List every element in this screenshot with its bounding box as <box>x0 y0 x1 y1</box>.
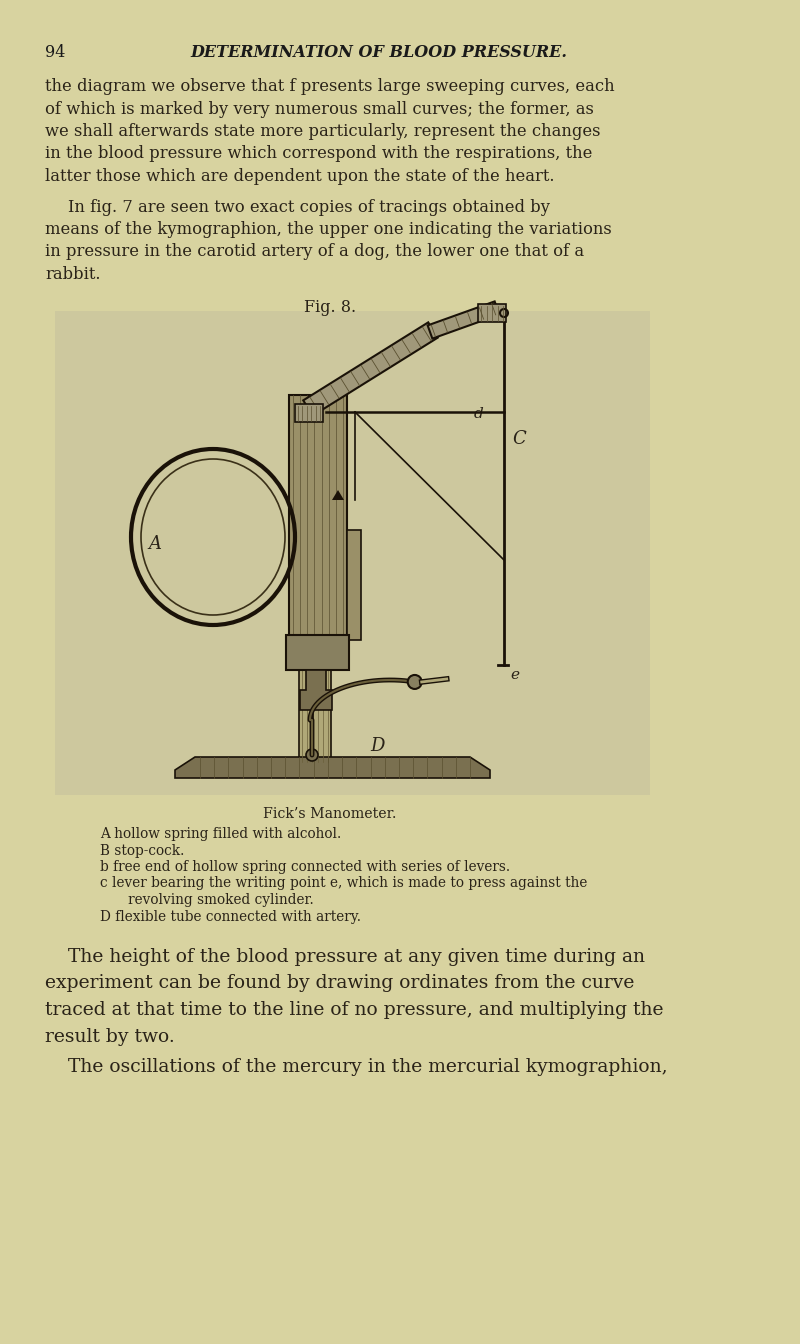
Text: in the blood pressure which correspond with the respirations, the: in the blood pressure which correspond w… <box>45 145 592 163</box>
Polygon shape <box>303 323 438 415</box>
Text: latter those which are dependent upon the state of the heart.: latter those which are dependent upon th… <box>45 168 554 185</box>
Text: D flexible tube connected with artery.: D flexible tube connected with artery. <box>100 910 361 923</box>
Text: means of the kymographion, the upper one indicating the variations: means of the kymographion, the upper one… <box>45 220 612 238</box>
Text: we shall afterwards state more particularly, represent the changes: we shall afterwards state more particula… <box>45 124 601 140</box>
Bar <box>295 405 323 422</box>
Polygon shape <box>332 491 344 500</box>
Text: e: e <box>510 668 519 681</box>
Text: rabbit.: rabbit. <box>45 266 101 284</box>
Text: b free end of hollow spring connected with series of levers.: b free end of hollow spring connected wi… <box>100 860 510 874</box>
Text: traced at that time to the line of no pressure, and multiplying the: traced at that time to the line of no pr… <box>45 1001 663 1019</box>
Circle shape <box>408 675 422 689</box>
Text: c lever bearing the writing point e, which is made to press against the: c lever bearing the writing point e, whi… <box>100 876 587 891</box>
Text: D: D <box>370 737 384 755</box>
Text: DETERMINATION OF BLOOD PRESSURE.: DETERMINATION OF BLOOD PRESSURE. <box>190 44 567 60</box>
Text: 94: 94 <box>45 44 66 60</box>
Text: revolving smoked cylinder.: revolving smoked cylinder. <box>115 892 314 907</box>
Text: the diagram we observe that f presents large sweeping curves, each: the diagram we observe that f presents l… <box>45 78 614 95</box>
Polygon shape <box>300 671 332 710</box>
Text: B stop-cock.: B stop-cock. <box>100 844 184 857</box>
Text: in pressure in the carotid artery of a dog, the lower one that of a: in pressure in the carotid artery of a d… <box>45 243 584 261</box>
Text: c: c <box>329 407 338 421</box>
Text: b: b <box>334 500 344 513</box>
Bar <box>55 310 650 796</box>
Text: Fig. 8.: Fig. 8. <box>304 298 356 316</box>
Text: experiment can be found by drawing ordinates from the curve: experiment can be found by drawing ordin… <box>45 974 634 992</box>
Bar <box>286 634 349 671</box>
Text: The oscillations of the mercury in the mercurial kymographion,: The oscillations of the mercury in the m… <box>68 1058 668 1077</box>
Polygon shape <box>428 301 499 339</box>
Bar <box>299 395 331 762</box>
Text: B: B <box>307 655 320 669</box>
Text: Fick’s Manometer.: Fick’s Manometer. <box>263 806 397 821</box>
Text: A hollow spring filled with alcohol.: A hollow spring filled with alcohol. <box>100 827 342 841</box>
Circle shape <box>306 749 318 761</box>
Polygon shape <box>175 757 490 778</box>
Polygon shape <box>347 530 361 640</box>
Text: A: A <box>148 535 161 552</box>
Text: of which is marked by very numerous small curves; the former, as: of which is marked by very numerous smal… <box>45 101 594 117</box>
Bar <box>478 304 506 323</box>
Text: In fig. 7 are seen two exact copies of tracings obtained by: In fig. 7 are seen two exact copies of t… <box>68 199 550 215</box>
Text: C: C <box>512 430 526 448</box>
Text: d: d <box>474 407 484 421</box>
Bar <box>289 395 347 640</box>
Text: result by two.: result by two. <box>45 1028 174 1046</box>
Text: The height of the blood pressure at any given time during an: The height of the blood pressure at any … <box>68 948 645 966</box>
